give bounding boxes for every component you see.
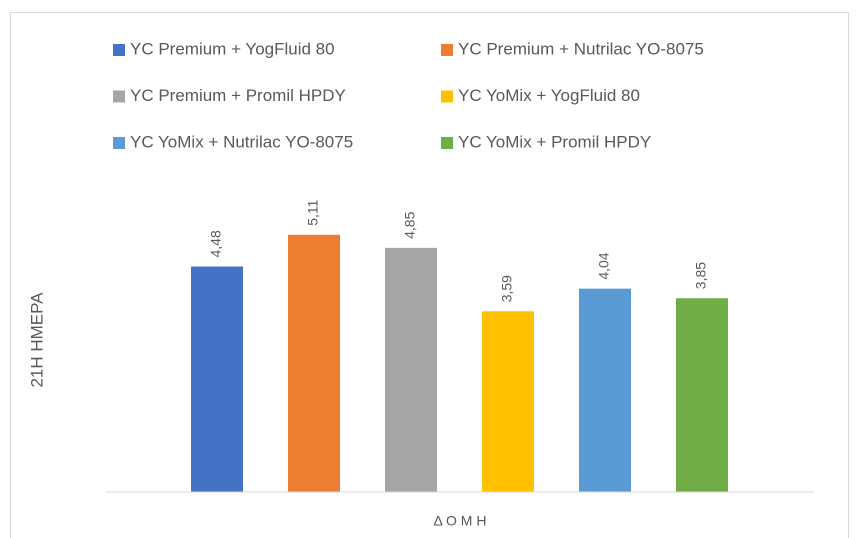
legend-swatch <box>441 90 453 103</box>
legend-swatch <box>113 90 125 103</box>
legend-label: YC YoMix + Nutrilac YO-8075 <box>130 132 353 151</box>
data-label: 5,11 <box>305 199 321 225</box>
legend-label: YC YoMix + YogFluid 80 <box>458 86 640 105</box>
legend-swatch <box>113 44 125 56</box>
bar <box>482 311 534 492</box>
bar <box>676 298 728 492</box>
bar <box>579 288 631 492</box>
data-label: 4,48 <box>208 230 224 257</box>
legend-label: YC Premium + Promil HPDY <box>130 86 346 105</box>
bar <box>288 234 340 492</box>
data-label: 3,85 <box>693 262 709 289</box>
data-label: 4,85 <box>402 211 418 238</box>
legend-label: YC YoMix + Promil HPDY <box>458 132 651 151</box>
bar <box>385 247 437 492</box>
legend-swatch <box>113 137 125 149</box>
legend-label: YC Premium + Nutrilac YO-8075 <box>458 39 704 58</box>
legend-swatch <box>441 44 453 56</box>
x-axis-label: Δ Ο Μ Η <box>434 513 487 529</box>
bar <box>191 266 243 492</box>
legend-swatch <box>441 137 453 149</box>
data-label: 3,59 <box>499 275 515 302</box>
legend-label: YC Premium + YogFluid 80 <box>130 39 335 58</box>
data-label: 4,04 <box>596 252 612 279</box>
y-axis-label: 21Η ΗΜΕΡΑ <box>27 292 46 388</box>
